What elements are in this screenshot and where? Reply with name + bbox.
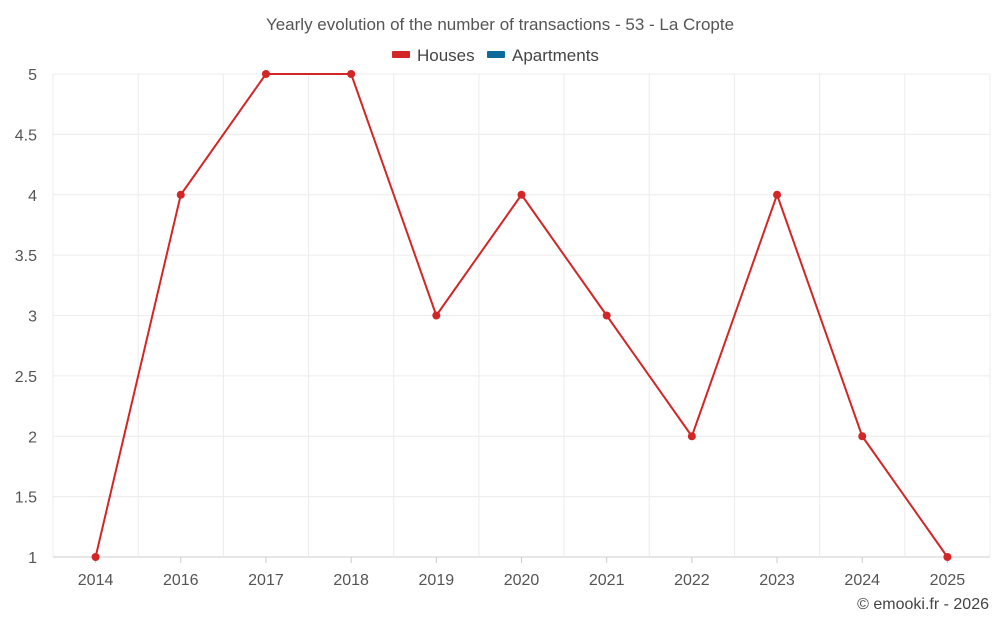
x-tick-label: 2014 (78, 572, 114, 589)
legend: Houses Apartments (392, 46, 599, 65)
legend-item-apartments[interactable]: Apartments (487, 46, 599, 65)
y-tick-label: 5 (28, 67, 37, 84)
legend-item-houses[interactable]: Houses (392, 46, 475, 65)
y-axis: 1 1.5 2 2.5 3 3.5 4 4.5 5 (15, 67, 37, 567)
houses-point-2016[interactable] (176, 190, 185, 199)
x-tick-label: 2021 (589, 572, 625, 589)
houses-point-2024[interactable] (858, 432, 867, 441)
x-tick-label: 2016 (163, 572, 199, 589)
x-axis: 2014 2016 2017 2018 2019 2020 2021 2022 2023 2024… (78, 557, 966, 589)
x-tick-label: 2024 (844, 572, 880, 589)
houses-point-2018[interactable] (347, 70, 356, 78)
houses-point-2023[interactable] (773, 190, 782, 199)
x-tick-label: 2022 (674, 572, 710, 589)
y-tick-label: 1.5 (15, 490, 37, 507)
x-tick-label: 2018 (333, 572, 369, 589)
legend-swatch-apartments (487, 51, 505, 58)
x-tick-label: 2025 (930, 572, 966, 589)
grid (52, 73, 991, 558)
series-houses (91, 70, 952, 561)
y-tick-label: 4.5 (15, 127, 37, 144)
credit-text: © emooki.fr - 2026 (857, 596, 989, 613)
y-tick-label: 2.5 (15, 369, 37, 386)
houses-point-2021[interactable] (602, 311, 611, 320)
y-tick-label: 4 (28, 188, 37, 205)
x-tick-label: 2019 (419, 572, 455, 589)
legend-swatch-houses (392, 51, 410, 58)
y-tick-label: 1 (28, 550, 37, 567)
x-tick-label: 2017 (248, 572, 284, 589)
houses-point-2022[interactable] (687, 432, 696, 441)
x-tick-label: 2020 (504, 572, 540, 589)
houses-point-2014[interactable] (91, 553, 100, 561)
chart-title: Yearly evolution of the number of transa… (266, 15, 734, 34)
houses-point-2020[interactable] (517, 190, 526, 199)
y-tick-label: 2 (28, 429, 37, 446)
legend-label-houses: Houses (417, 46, 475, 65)
y-tick-label: 3 (28, 309, 37, 326)
houses-point-2017[interactable] (261, 70, 270, 78)
houses-point-2025[interactable] (943, 553, 952, 561)
legend-label-apartments: Apartments (512, 46, 599, 65)
x-tick-label: 2023 (759, 572, 795, 589)
y-tick-label: 3.5 (15, 248, 37, 265)
houses-point-2019[interactable] (432, 311, 441, 320)
